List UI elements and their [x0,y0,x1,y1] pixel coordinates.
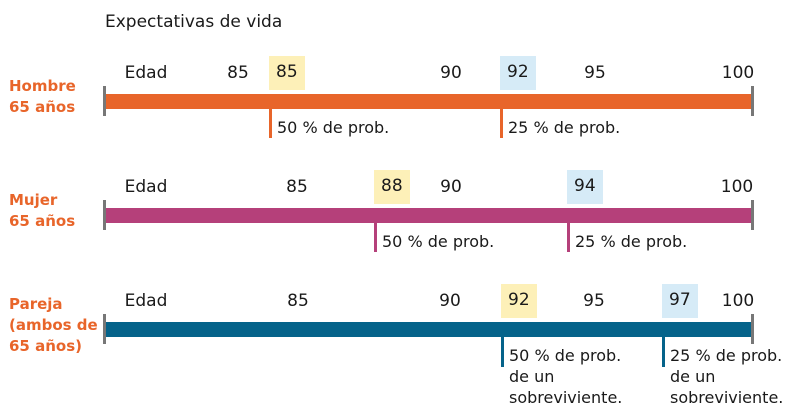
p50-probability-text: 50 % de prob. [382,232,495,251]
p25-probability-text: 25 % de prob. [508,118,621,137]
tick-label: 100 [720,177,754,197]
p25-probability-text: de un [670,367,716,386]
p50-age-badge: 92 [501,284,537,318]
axis-label: Edad [124,291,168,311]
p50-probability-text: 50 % de prob. [509,346,622,365]
tick-label: 90 [439,291,461,311]
timeline-bar [105,94,753,109]
p25-age-badge: 94 [567,170,603,204]
p25-probability-text: 25 % de prob. [670,346,783,365]
tick-label: 85 [286,177,308,197]
row-label: Hombre [9,77,76,95]
start-tick [103,86,106,116]
end-tick [751,86,754,116]
tick-label: 95 [584,63,606,83]
tick-label: 100 [721,63,755,83]
end-tick [751,200,754,230]
p50-marker [374,208,377,252]
p50-age-badge: 88 [374,170,410,204]
row-label: (ambos de [9,316,98,334]
tick-label: 90 [440,63,462,83]
p50-age-badge: 85 [269,56,305,90]
timeline-bar [105,322,753,337]
end-tick [751,314,754,344]
p50-probability-text: sobreviviente. [509,388,623,407]
tick-label: 85 [287,291,309,311]
p50-probability-text: de un [509,367,555,386]
tick-label: 100 [721,291,755,311]
row-label: 65 años) [9,337,82,355]
p50-probability-text: 50 % de prob. [277,118,390,137]
tick-label: 95 [583,291,605,311]
start-tick [103,200,106,230]
axis-label: Edad [124,177,168,197]
p25-probability-text: sobreviviente. [670,388,784,407]
timeline-bar [105,208,753,223]
p25-marker [500,94,503,138]
p50-marker [269,94,272,138]
start-tick [103,314,106,344]
p25-age-badge: 92 [500,56,536,90]
tick-label: 90 [440,177,462,197]
p25-age-badge: 97 [662,284,698,318]
axis-label: Edad [124,63,168,83]
row-label: 65 años [9,98,76,116]
row-label: Mujer [9,191,58,209]
p25-marker [567,208,570,252]
row-label: 65 años [9,212,76,230]
p25-probability-text: 25 % de prob. [575,232,688,251]
tick-label: 85 [227,63,249,83]
row-label: Pareja [9,295,63,313]
p50-marker [501,322,504,367]
diagram-title: Expectativas de vida [105,12,283,32]
p25-marker [662,322,665,367]
